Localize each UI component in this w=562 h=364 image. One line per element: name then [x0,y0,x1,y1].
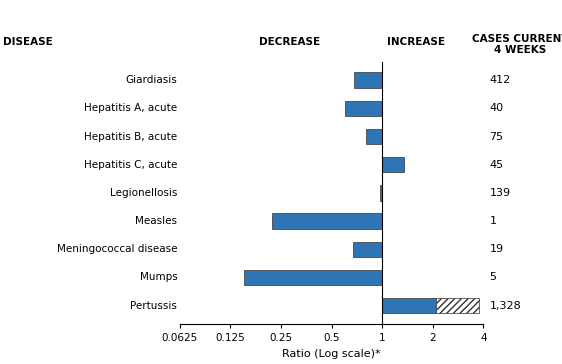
Text: 75: 75 [490,131,504,142]
Bar [380,185,382,201]
Bar [353,242,382,257]
Text: 5: 5 [490,273,496,282]
Text: DECREASE: DECREASE [259,37,320,47]
Text: 45: 45 [490,160,504,170]
Text: Mumps: Mumps [139,273,177,282]
Bar [271,213,382,229]
Bar [366,129,382,144]
Text: Measles: Measles [135,216,177,226]
Text: 412: 412 [490,75,511,85]
Text: 40: 40 [490,103,504,113]
Text: 1: 1 [490,216,496,226]
Text: Legionellosis: Legionellosis [110,188,177,198]
Text: Hepatitis C, acute: Hepatitis C, acute [84,160,177,170]
Bar [244,270,382,285]
Text: Giardiasis: Giardiasis [125,75,177,85]
Text: Hepatitis A, acute: Hepatitis A, acute [84,103,177,113]
Text: 4 WEEKS: 4 WEEKS [494,45,546,55]
Text: CASES CURRENT: CASES CURRENT [472,34,562,44]
Text: Meningococcal disease: Meningococcal disease [57,244,177,254]
Bar [345,100,382,116]
Bar [382,157,404,173]
Text: 1,328: 1,328 [490,301,521,310]
Text: Pertussis: Pertussis [130,301,177,310]
Text: INCREASE: INCREASE [387,37,446,47]
Text: DISEASE: DISEASE [3,37,53,47]
Text: Hepatitis B, acute: Hepatitis B, acute [84,131,177,142]
Bar [436,298,479,313]
X-axis label: Ratio (Log scale)*: Ratio (Log scale)* [282,349,381,359]
Bar [382,298,436,313]
Bar [354,72,382,88]
Text: 139: 139 [490,188,510,198]
Text: 19: 19 [490,244,504,254]
